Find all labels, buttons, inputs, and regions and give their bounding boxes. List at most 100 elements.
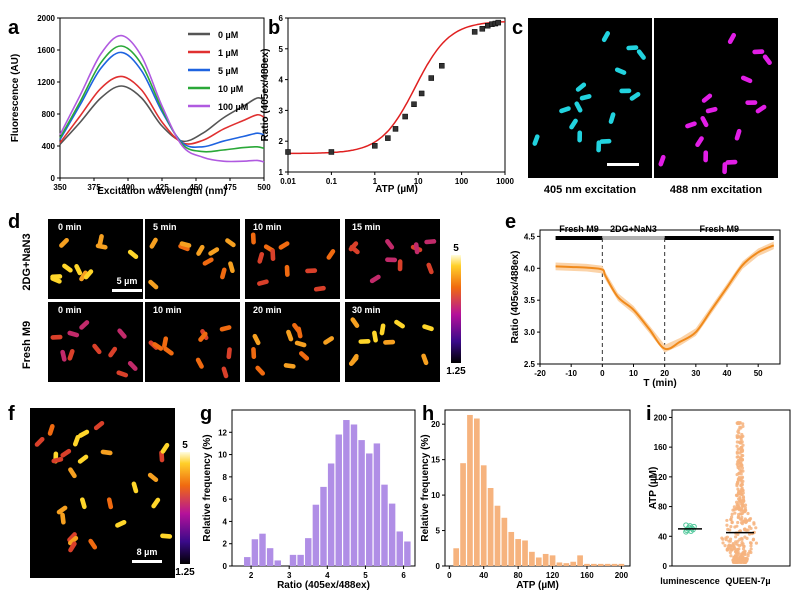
category-label: luminescence (660, 576, 720, 586)
y-tick-label: 10 (431, 491, 440, 500)
histogram-bar (542, 553, 549, 566)
cell (50, 276, 62, 284)
cell (250, 232, 256, 245)
data-point (736, 512, 741, 517)
data-point (739, 508, 743, 513)
cell (424, 239, 437, 245)
data-point (740, 448, 745, 452)
x-axis-label: ATP (µM) (375, 184, 418, 195)
histogram-bar (289, 554, 297, 566)
cell (701, 93, 713, 103)
cell (221, 366, 229, 379)
x-tick-label: 4 (325, 571, 330, 580)
data-point (735, 451, 739, 455)
data-point (741, 443, 745, 447)
colorbar-f-min: 1.25 (175, 567, 195, 578)
condition-label: 2DG+NaN3 (610, 224, 657, 234)
cell (601, 31, 611, 43)
data-point (743, 527, 747, 531)
data-point (428, 75, 435, 81)
data-point (479, 26, 486, 32)
x-tick-label: 500 (257, 183, 271, 192)
data-point (721, 541, 725, 545)
histogram-bar (515, 539, 521, 566)
cell (160, 533, 173, 539)
condition-bar-fresh-m9 (555, 236, 603, 240)
tile-time: 0 min (58, 305, 82, 315)
data-point (728, 537, 733, 541)
y-axis-label: Fluorescence (AU) (10, 54, 21, 142)
tile-time: 0 min (58, 222, 82, 232)
plot-frame (287, 17, 506, 173)
y-tick-label: 1200 (37, 78, 55, 87)
x-tick-label: 2 (249, 571, 254, 580)
data-point (744, 560, 748, 564)
histogram-bar (460, 463, 466, 566)
cell (745, 100, 758, 105)
cell (196, 244, 205, 256)
x-tick-label: 475 (223, 183, 237, 192)
histogram-bar (556, 562, 563, 566)
cell (77, 454, 89, 464)
data-point (729, 554, 733, 558)
cell (219, 325, 232, 332)
cell (257, 251, 265, 264)
cell (278, 241, 290, 250)
y-tick-label: 6 (223, 495, 228, 504)
histogram-bar (501, 517, 508, 566)
tile-cells (251, 322, 334, 376)
cell (636, 49, 646, 60)
y-tick-label: 0 (663, 562, 668, 571)
tile-cells (148, 237, 236, 290)
histogram-bar (453, 548, 460, 566)
cell (67, 535, 79, 546)
histogram-bar (522, 540, 528, 566)
cell (740, 75, 753, 84)
histogram-bar (597, 563, 604, 566)
data-point (735, 524, 739, 528)
cell (762, 54, 772, 65)
data-point (736, 555, 740, 559)
cell (148, 279, 159, 290)
histogram-bar (508, 531, 515, 566)
chart-i: 0 40 80 120 160 200 ATP (µM) luminescence QUEEN-… (648, 409, 791, 586)
histogram-bar (350, 424, 358, 566)
data-point (743, 509, 747, 513)
histogram-bar (570, 561, 577, 566)
data-point (743, 550, 747, 554)
panel-letter-f: f (8, 403, 15, 425)
x-tick-label: 1 (373, 177, 378, 186)
data-point (740, 481, 744, 485)
panel-letter-e: e (505, 211, 516, 233)
colorbar-f-max: 5 (182, 440, 188, 451)
histogram-bar (266, 548, 274, 566)
cell (577, 130, 583, 143)
condition-label: Fresh M9 (699, 224, 739, 234)
condition-bar-2dg (602, 236, 665, 240)
data-point (495, 19, 502, 26)
y-tick-label: 4 (223, 517, 228, 526)
panel-letter-a: a (8, 17, 20, 39)
cell (131, 481, 139, 494)
cell (596, 140, 602, 153)
legend-label: 1 µM (218, 48, 238, 58)
histogram-bar (529, 551, 535, 566)
x-tick-label: 375 (87, 183, 101, 192)
tile-cells (50, 320, 138, 378)
cell (426, 262, 434, 275)
scale-bar-f (132, 560, 162, 563)
data-point (285, 149, 291, 155)
cell (195, 357, 204, 369)
cell (286, 329, 294, 342)
x-tick-label: 20 (660, 369, 669, 378)
cell (97, 234, 104, 246)
cell (79, 320, 90, 330)
x-tick-label: 350 (53, 183, 67, 192)
data-point (411, 101, 417, 107)
data-point (735, 472, 739, 477)
cell (705, 106, 718, 114)
y-tick-label: 800 (42, 110, 56, 119)
data-point (746, 554, 750, 558)
cell (574, 101, 583, 113)
